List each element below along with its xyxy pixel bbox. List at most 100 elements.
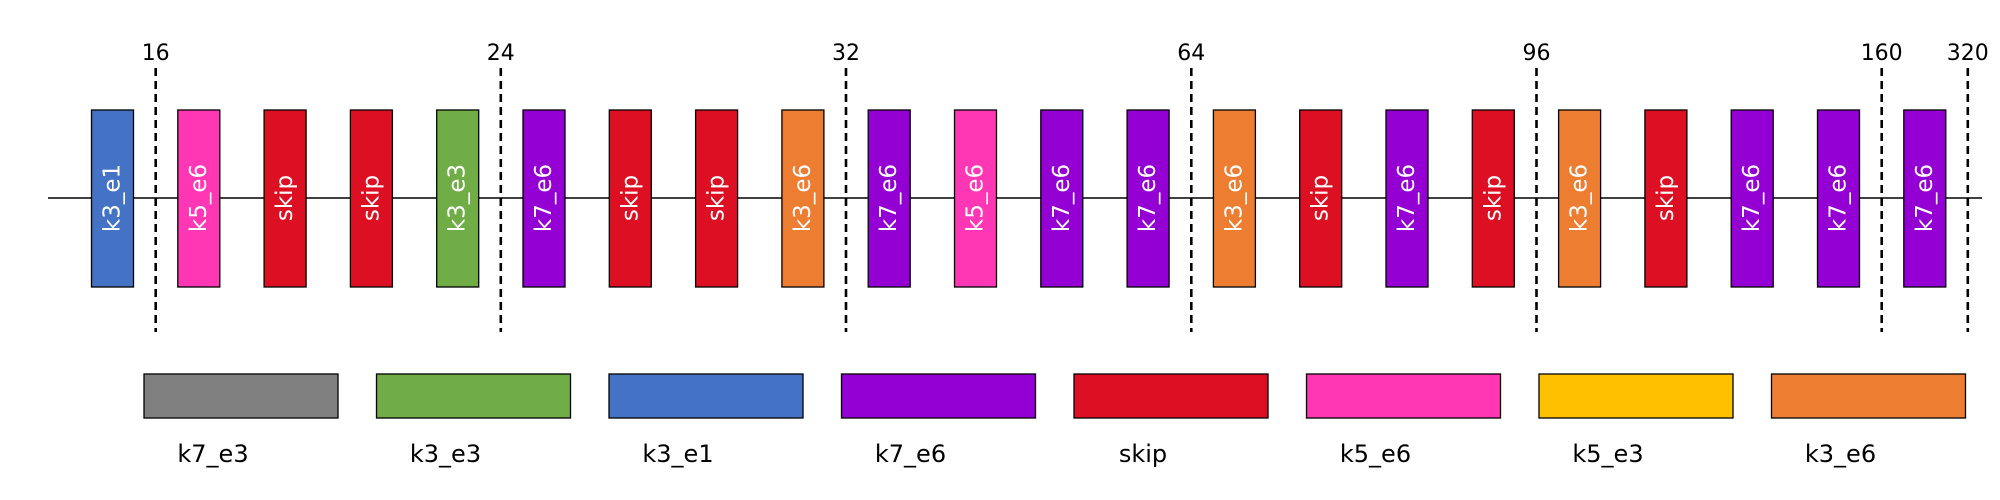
op-block-rect [436, 109, 480, 288]
op-block-label: k5_e6 [963, 164, 989, 232]
op-block: k3_e6 [1557, 109, 1602, 288]
op-block: skip [1644, 109, 1688, 288]
op-block-rect [1299, 109, 1343, 288]
legend-item: k7_e6 [840, 373, 1037, 468]
op-block-label: k7_e6 [1135, 164, 1161, 232]
op-block-rect [1644, 109, 1688, 288]
legend-swatch [1538, 373, 1734, 419]
op-block-rect [867, 109, 911, 288]
op-block: k7_e6 [1385, 109, 1429, 288]
legend-swatch [840, 373, 1037, 419]
op-block-label: k7_e6 [1912, 164, 1938, 232]
op-block: k3_e3 [436, 109, 480, 288]
legend-label: k5_e3 [1572, 440, 1643, 468]
op-block: k7_e6 [1903, 109, 1947, 288]
op-block-label: k5_e6 [186, 164, 212, 232]
op-block-rect [1385, 109, 1429, 288]
legend-label: k3_e1 [642, 440, 713, 468]
op-block-rect [1212, 109, 1257, 288]
channel-label: 96 [1523, 41, 1551, 66]
legend-label: skip [1119, 440, 1167, 468]
op-block-label: k3_e1 [100, 164, 126, 232]
channel-label: 32 [832, 41, 860, 66]
op-block-rect [1816, 109, 1861, 288]
legend-label: k3_e3 [410, 440, 481, 468]
op-block-label: k7_e6 [1394, 164, 1420, 232]
legend-swatch [1305, 373, 1502, 419]
op-block: k7_e6 [1126, 109, 1170, 288]
op-block-rect [263, 109, 307, 288]
op-block-rect [90, 109, 135, 288]
legend-label: k7_e6 [875, 440, 946, 468]
op-block-label: k7_e6 [531, 164, 557, 232]
op-block-label: k7_e6 [1049, 164, 1075, 232]
legend-swatch [1770, 373, 1967, 419]
op-block-rect [1730, 109, 1774, 288]
op-block: k3_e6 [781, 109, 825, 288]
op-block: k3_e6 [1212, 109, 1257, 288]
legend-swatch [1073, 373, 1269, 419]
op-block: k7_e6 [1730, 109, 1774, 288]
legend-swatch [143, 373, 339, 419]
op-block: k7_e6 [867, 109, 911, 288]
legend-swatch [608, 373, 804, 419]
op-block-rect [349, 109, 394, 288]
legend-item: k5_e3 [1538, 373, 1734, 468]
op-block-label: skip [1308, 175, 1334, 221]
legend-item: k3_e3 [375, 373, 572, 468]
op-block-label: skip [704, 175, 730, 221]
op-block: k7_e6 [1816, 109, 1861, 288]
op-block-rect [1040, 109, 1084, 288]
channel-label: 24 [487, 41, 515, 66]
op-block: k5_e6 [177, 109, 221, 288]
op-block: k7_e6 [1040, 109, 1084, 288]
op-block-rect [1126, 109, 1170, 288]
op-block-label: k3_e6 [1567, 164, 1593, 232]
op-block-label: k7_e6 [1739, 164, 1765, 232]
op-block-rect [1903, 109, 1947, 288]
op-block-rect [1471, 109, 1515, 288]
op-block-rect [953, 109, 998, 288]
op-block-rect [781, 109, 825, 288]
channel-label: 320 [1947, 41, 1989, 66]
blocks-layer: k3_e1 k5_e6 skip skip k3_e3 k7_e6 skip skip k3_e… [90, 109, 1947, 288]
op-block-label: skip [1653, 175, 1679, 221]
op-block: skip [608, 109, 652, 288]
op-block: skip [1299, 109, 1343, 288]
op-block: skip [1471, 109, 1515, 288]
legend-item: k3_e6 [1770, 373, 1967, 468]
op-block: k5_e6 [953, 109, 998, 288]
legend-item: skip [1073, 373, 1269, 468]
op-block-label: k3_e3 [445, 164, 471, 232]
op-block: k7_e6 [522, 109, 566, 288]
op-block-label: k7_e6 [1826, 164, 1852, 232]
legend-label: k3_e6 [1805, 440, 1876, 468]
op-block-rect [1557, 109, 1602, 288]
legend-item: k7_e3 [143, 373, 339, 468]
op-block-rect [694, 109, 739, 288]
op-block: skip [349, 109, 394, 288]
legend-label: k5_e6 [1340, 440, 1411, 468]
legend-label: k7_e3 [177, 440, 248, 468]
legend: k7_e3 k3_e3 k3_e1 k7_e6 skip k5_e6 k5_e3 k3_e6 [143, 373, 1967, 468]
op-block-label: skip [272, 175, 298, 221]
op-block: skip [263, 109, 307, 288]
op-block-rect [177, 109, 221, 288]
channel-markers: 16 24 32 64 96 160 320 [142, 41, 1989, 332]
op-block-label: k3_e6 [1221, 164, 1247, 232]
op-block-rect [608, 109, 652, 288]
legend-swatch [375, 373, 572, 419]
op-block: skip [694, 109, 739, 288]
channel-label: 64 [1177, 41, 1205, 66]
channel-label: 160 [1861, 41, 1903, 66]
op-block-label: k3_e6 [790, 164, 816, 232]
op-block-label: skip [1480, 175, 1506, 221]
op-block-label: k7_e6 [876, 164, 902, 232]
legend-item: k3_e1 [608, 373, 804, 468]
channel-label: 16 [142, 41, 170, 66]
op-block-label: skip [617, 175, 643, 221]
op-block: k3_e1 [90, 109, 135, 288]
legend-item: k5_e6 [1305, 373, 1502, 468]
op-block-label: skip [358, 175, 384, 221]
